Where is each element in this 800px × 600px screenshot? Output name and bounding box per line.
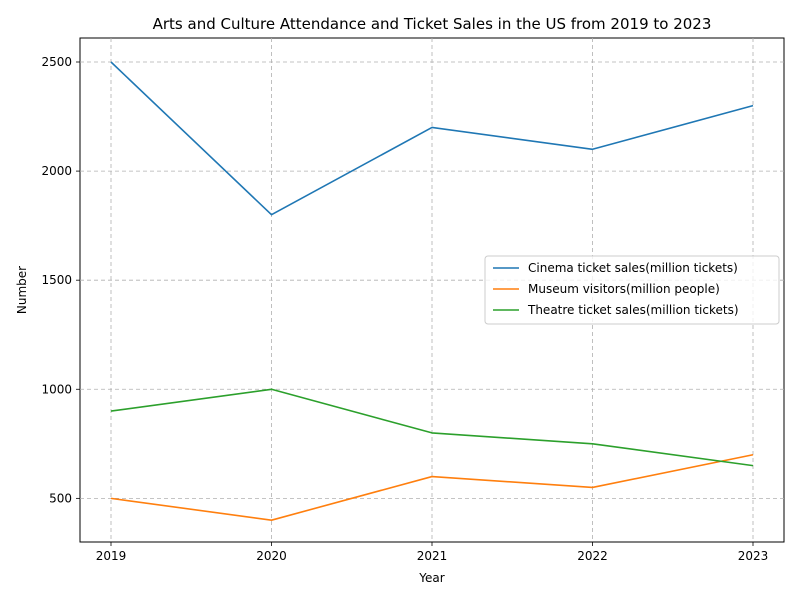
chart-title: Arts and Culture Attendance and Ticket S… <box>153 15 712 33</box>
legend-label: Theatre ticket sales(million tickets) <box>527 303 739 317</box>
series-line-0 <box>110 61 754 216</box>
x-tick-label: 2023 <box>738 549 769 563</box>
legend-label: Cinema ticket sales(million tickets) <box>528 261 738 275</box>
x-axis-label: Year <box>418 571 444 585</box>
series-line-2 <box>110 388 754 467</box>
y-tick-label: 2500 <box>41 55 72 69</box>
y-tick-label: 1000 <box>41 382 72 396</box>
x-tick-label: 2021 <box>417 549 448 563</box>
legend-box <box>484 255 780 325</box>
x-tick-label: 2019 <box>96 549 127 563</box>
y-tick-label: 500 <box>49 491 72 505</box>
legend: Cinema ticket sales(million tickets) Muse… <box>484 255 780 325</box>
y-axis-label: Number <box>15 266 29 314</box>
x-tick-label: 2022 <box>577 549 608 563</box>
y-tick-label: 2000 <box>41 164 72 178</box>
series-line-1 <box>110 453 754 521</box>
x-tick-label: 2020 <box>256 549 287 563</box>
legend-label: Museum visitors(million people) <box>528 282 720 296</box>
y-tick-label: 1500 <box>41 273 72 287</box>
series-lines <box>110 61 754 521</box>
grid <box>80 38 784 542</box>
axes: 2019 2020 2021 2022 2023 500 1000 1500 2000 2500 <box>41 55 768 563</box>
